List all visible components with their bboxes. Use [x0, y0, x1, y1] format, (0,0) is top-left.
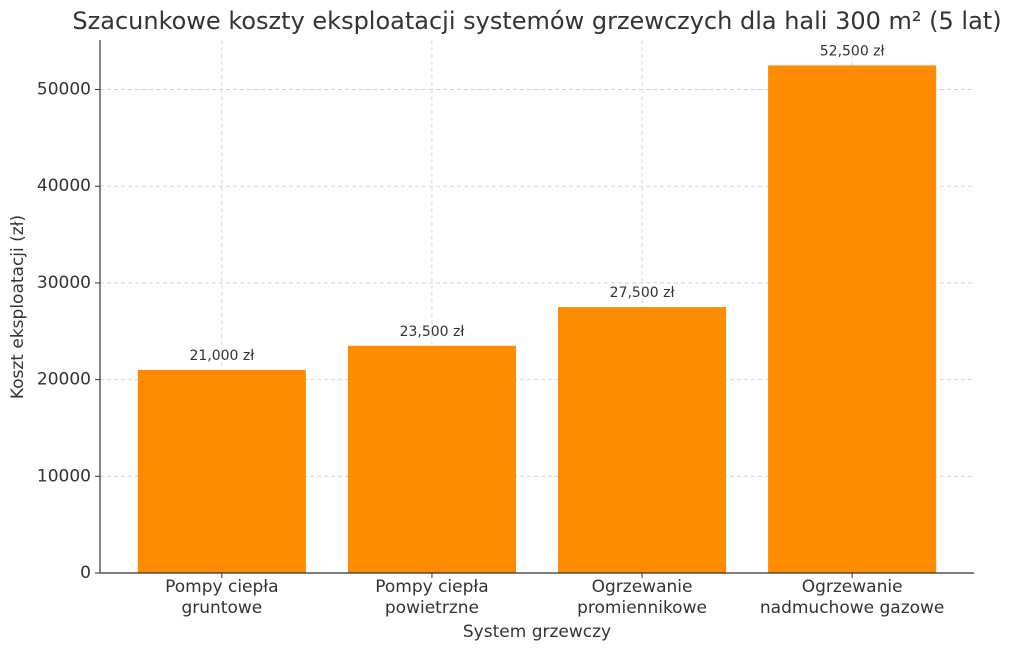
y-tick-label: 50000 — [37, 80, 91, 100]
value-label: 27,500 zł — [610, 285, 675, 301]
bar — [768, 65, 937, 573]
x-tick-label: Pompy ciepła powietrzne — [375, 577, 488, 618]
y-axis-label: Koszt eksploatacji (zł) — [8, 215, 28, 399]
value-label: 23,500 zł — [400, 324, 465, 340]
value-label: 21,000 zł — [189, 348, 254, 364]
x-tick-label: Pompy ciepła gruntowe — [165, 577, 278, 618]
bar — [558, 307, 727, 573]
y-tick-label: 10000 — [37, 466, 91, 486]
x-tick-label: Ogrzewanie promiennikowe — [577, 577, 707, 618]
x-tick-label: Ogrzewanie nadmuchowe gazowe — [760, 577, 945, 618]
y-tick-label: 30000 — [37, 273, 91, 293]
x-axis-label: System grzewczy — [463, 622, 611, 642]
y-tick-label: 40000 — [37, 176, 91, 196]
y-tick-label: 0 — [80, 563, 91, 583]
bar — [137, 369, 306, 573]
bar — [347, 345, 516, 573]
value-label: 52,500 zł — [820, 43, 885, 59]
chart-title: Szacunkowe koszty eksploatacji systemów … — [72, 7, 1001, 35]
y-tick-label: 20000 — [37, 370, 91, 390]
